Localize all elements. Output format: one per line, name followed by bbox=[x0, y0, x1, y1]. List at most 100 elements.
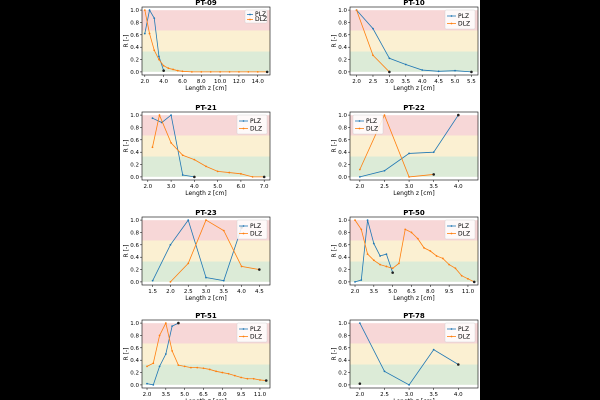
series-dlz-line bbox=[146, 321, 267, 381]
y-tick-label: 0.0 bbox=[130, 175, 139, 181]
x-axis-label: Length z [cm] bbox=[393, 398, 434, 400]
x-axis-label: Length z [cm] bbox=[185, 85, 226, 92]
x-tick-label: 2.0 bbox=[355, 392, 364, 398]
x-tick-label: 4.0 bbox=[237, 289, 246, 295]
x-tick-label: 3.5 bbox=[369, 289, 378, 295]
legend-marker-plz bbox=[450, 328, 453, 330]
y-tick-label: 0.4 bbox=[338, 255, 347, 261]
series-dlz-point bbox=[366, 253, 369, 255]
series-dlz-point bbox=[252, 377, 255, 380]
y-tick-label: 0.8 bbox=[338, 230, 347, 236]
series-dlz-point bbox=[360, 228, 363, 231]
series-plz-point bbox=[432, 348, 435, 351]
series-dlz-point bbox=[398, 262, 400, 265]
legend-label-plz: PLZ bbox=[250, 118, 261, 125]
x-tick-label: 4.5 bbox=[255, 289, 264, 295]
legend-box bbox=[444, 219, 476, 240]
y-tick-label: 0.2 bbox=[338, 268, 347, 274]
series-plz bbox=[358, 113, 460, 178]
series-dlz-point bbox=[202, 367, 205, 370]
figure-sheet: PT-09 0.0 0.2 0.4 0.6 0.8 1.0 2.0 4.0 6.0 8.0 10.0 1… bbox=[120, 0, 480, 400]
series-plz-point bbox=[164, 353, 167, 355]
x-tick-label: 2.5 bbox=[380, 184, 389, 190]
x-tick-label: 9.5 bbox=[237, 392, 246, 398]
y-tick-label: 1.0 bbox=[338, 218, 347, 224]
x-axis-label: Length z [cm] bbox=[185, 398, 226, 400]
series-dlz-point bbox=[181, 70, 184, 73]
band-top-margin bbox=[142, 7, 270, 11]
legend-marker-dlz bbox=[450, 232, 453, 235]
legend-marker-plz bbox=[249, 13, 251, 16]
figure-svg: PT-09 0.0 0.2 0.4 0.6 0.8 1.0 2.0 4.0 6.0 8.0 10.0 1… bbox=[123, 0, 479, 400]
plot-frame bbox=[141, 319, 271, 389]
series-dlz-point bbox=[435, 255, 438, 257]
series-dlz-point bbox=[153, 49, 156, 52]
band-mid bbox=[350, 135, 478, 157]
series-plz-line bbox=[152, 219, 242, 282]
x-tick-label: 5.0 bbox=[180, 392, 189, 398]
series-dlz-point bbox=[429, 250, 432, 252]
series-plz-point bbox=[358, 176, 361, 178]
plot-frame bbox=[349, 111, 479, 181]
series-plz-point bbox=[408, 384, 410, 386]
x-tick-label: 3.5 bbox=[401, 79, 410, 85]
y-tick-label: 0.8 bbox=[338, 333, 347, 339]
series-dlz-point bbox=[358, 382, 362, 385]
series-dlz-point bbox=[148, 32, 151, 35]
x-tick-label: 7.0 bbox=[260, 184, 269, 190]
y-tick-label: 0.4 bbox=[130, 255, 139, 261]
y-tick-label: 0.0 bbox=[338, 70, 347, 76]
series-plz-point bbox=[181, 174, 184, 176]
y-tick-label: 0.4 bbox=[130, 150, 139, 156]
x-axis-label: Length z [cm] bbox=[185, 295, 226, 302]
plot-frame bbox=[141, 6, 271, 76]
series-dlz-point bbox=[228, 71, 231, 73]
x-tick-label: 2.0 bbox=[352, 79, 361, 85]
band-low bbox=[350, 261, 478, 282]
series-plz-point bbox=[158, 55, 160, 58]
series-plz-point bbox=[432, 151, 435, 154]
series-plz-point bbox=[383, 169, 386, 172]
series-dlz-point bbox=[408, 176, 410, 178]
series-dlz-point bbox=[262, 175, 266, 179]
y-tick-label: 0.6 bbox=[338, 138, 347, 144]
series-dlz-point bbox=[228, 171, 231, 174]
band-mid bbox=[350, 240, 478, 262]
series-plz-point bbox=[437, 70, 440, 73]
x-tick-label: 2.0 bbox=[140, 79, 149, 85]
series-plz-point bbox=[372, 242, 375, 245]
series-dlz-point bbox=[238, 71, 240, 73]
series-plz-point bbox=[152, 384, 155, 386]
legend-box bbox=[444, 9, 476, 30]
x-tick-label: 6.5 bbox=[407, 289, 416, 295]
series-dlz-point bbox=[265, 70, 269, 74]
y-tick-label: 1.0 bbox=[130, 218, 139, 224]
series-dlz-point bbox=[164, 322, 167, 324]
series-dlz-point bbox=[177, 364, 180, 367]
series-dlz-line bbox=[354, 219, 475, 283]
y-tick-label: 0.2 bbox=[338, 371, 347, 377]
x-tick-label: 10.0 bbox=[214, 79, 227, 85]
y-tick-label: 0.6 bbox=[130, 138, 139, 144]
y-tick-label: 0.6 bbox=[130, 33, 139, 39]
y-tick-label: 0.2 bbox=[130, 371, 139, 377]
panel-title: PT-78 bbox=[403, 312, 425, 320]
y-tick-label: 0.4 bbox=[130, 45, 139, 51]
series-dlz-point bbox=[246, 377, 249, 380]
series-dlz-point bbox=[472, 280, 476, 284]
y-tick-label: 0.6 bbox=[338, 243, 347, 249]
x-tick-label: 3.5 bbox=[219, 289, 228, 295]
legend-label-dlz: DLZ bbox=[458, 334, 470, 341]
y-tick-label: 0.8 bbox=[338, 20, 347, 26]
series-plz-point bbox=[177, 321, 180, 325]
series-dlz-point bbox=[355, 9, 358, 11]
series-plz-point bbox=[421, 69, 424, 71]
legend-label-plz: PLZ bbox=[458, 326, 469, 333]
series-dlz-point bbox=[183, 365, 186, 368]
series-dlz-point bbox=[170, 142, 172, 144]
series-dlz-point bbox=[146, 365, 148, 368]
y-axis-label: R [-] bbox=[331, 348, 338, 361]
legend-marker-plz bbox=[242, 225, 245, 227]
y-tick-label: 1.0 bbox=[338, 113, 347, 119]
series-dlz-point bbox=[222, 229, 225, 232]
